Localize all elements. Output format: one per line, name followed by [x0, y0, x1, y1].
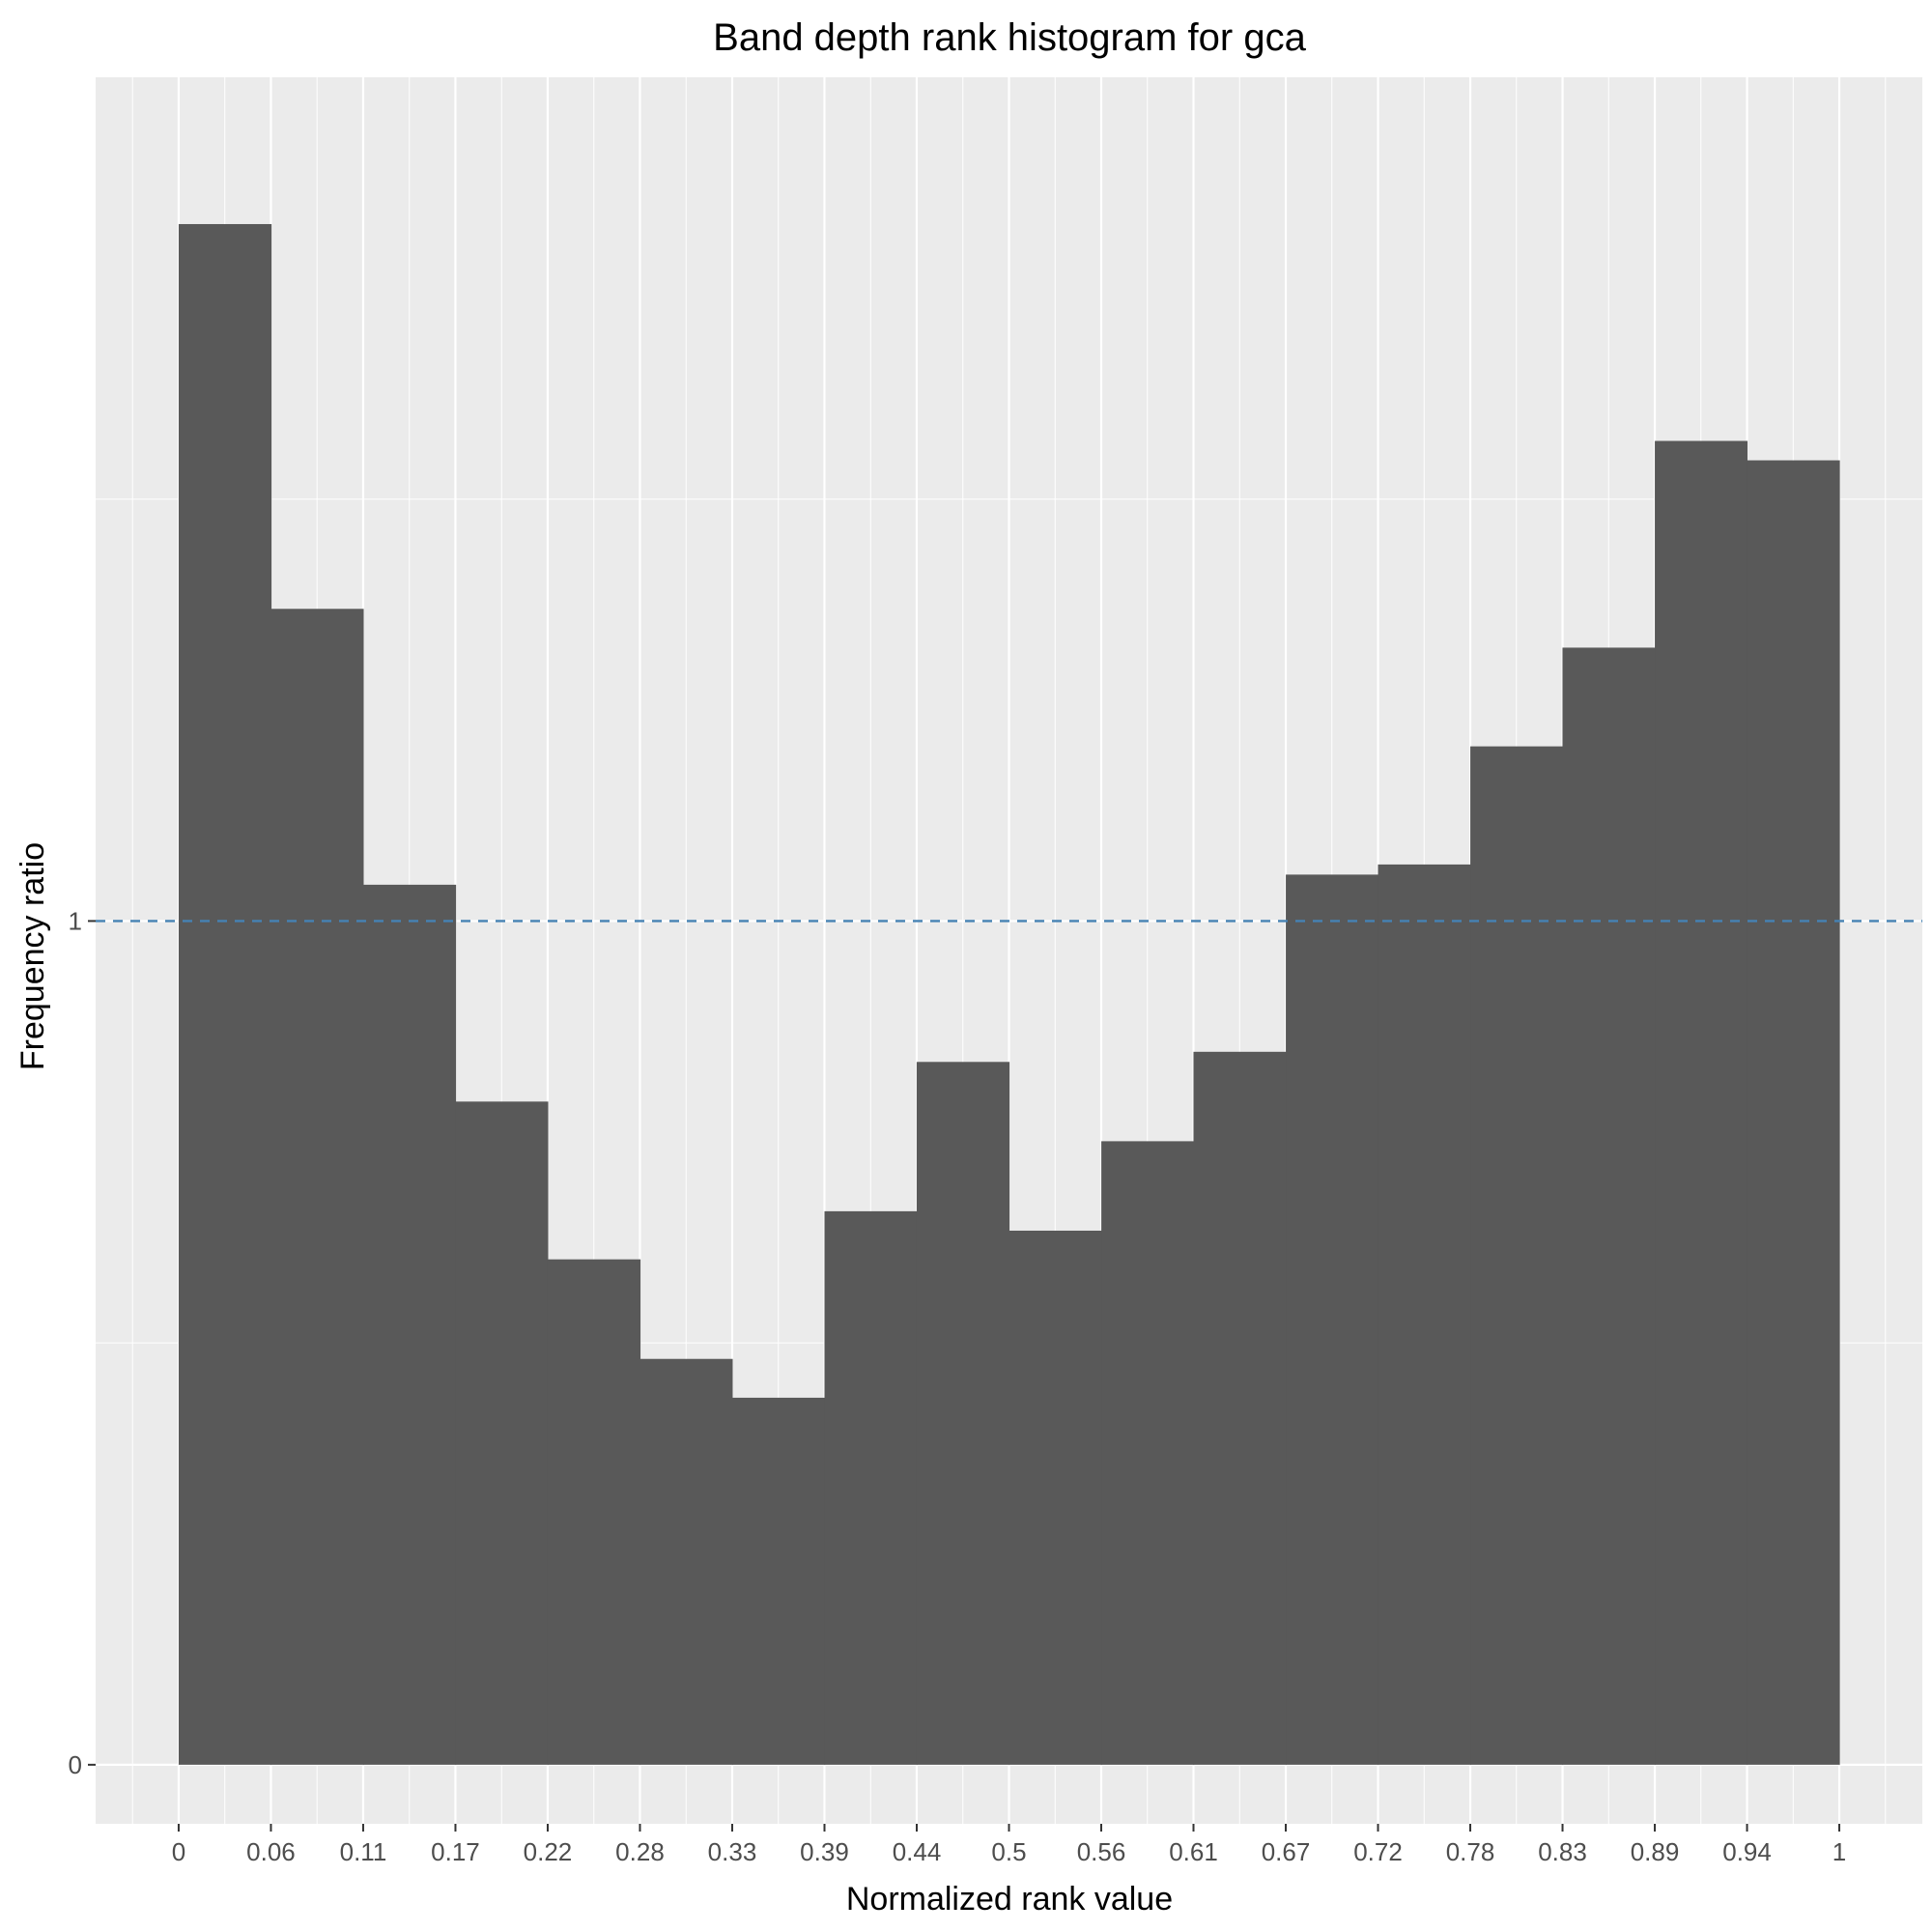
x-axis-ticks: 0 0.06 0.11 0.17 0.22 0.28 0.33 0.39 0.44 0.5 0.56…	[172, 1824, 1846, 1866]
x-tick-label: 0	[172, 1837, 185, 1866]
histogram-bar	[178, 223, 272, 1765]
histogram-bar	[1286, 874, 1379, 1765]
x-tick-label: 0.72	[1353, 1837, 1403, 1866]
y-axis-ticks: 01	[69, 906, 96, 1779]
histogram-bar	[1747, 460, 1840, 1765]
histogram-bar	[731, 1397, 826, 1765]
histogram-bar	[916, 1062, 1010, 1765]
x-tick-label: 0.67	[1262, 1837, 1311, 1866]
histogram-bar	[455, 1101, 549, 1765]
histogram-bar	[1470, 746, 1564, 1765]
x-axis-label: Normalized rank value	[846, 1881, 1173, 1918]
histogram-bar	[1655, 440, 1748, 1765]
histogram-bar	[1193, 1051, 1287, 1765]
histogram-bar	[824, 1210, 918, 1765]
x-tick-label: 0.11	[340, 1837, 387, 1866]
histogram-bar	[547, 1259, 641, 1765]
x-tick-label: 0.44	[893, 1837, 942, 1866]
y-tick-label: 1	[69, 906, 82, 935]
x-tick-label: 0.56	[1077, 1837, 1126, 1866]
x-tick-label: 0.89	[1631, 1837, 1680, 1866]
histogram-bar	[1378, 864, 1471, 1765]
histogram-bar	[1101, 1141, 1195, 1765]
histogram-bars	[178, 223, 1840, 1765]
histogram-bar	[1009, 1230, 1102, 1765]
x-tick-label: 0.78	[1446, 1837, 1495, 1866]
x-tick-label: 0.06	[246, 1837, 296, 1866]
x-tick-label: 0.5	[991, 1837, 1026, 1866]
x-tick-label: 0.61	[1169, 1837, 1218, 1866]
histogram-bar	[362, 884, 457, 1765]
x-tick-label: 0.83	[1538, 1837, 1587, 1866]
histogram-bar	[270, 609, 364, 1765]
x-tick-label: 0.22	[524, 1837, 573, 1866]
x-tick-label: 0.33	[708, 1837, 757, 1866]
chart-title: Band depth rank histogram for gca	[713, 16, 1306, 59]
x-tick-label: 0.17	[431, 1837, 480, 1866]
x-tick-label: 0.94	[1722, 1837, 1772, 1866]
x-tick-label: 1	[1833, 1837, 1846, 1866]
x-tick-label: 0.28	[615, 1837, 665, 1866]
histogram-bar	[1562, 647, 1656, 1765]
y-axis-label: Frequency ratio	[14, 842, 51, 1070]
y-tick-label: 0	[69, 1750, 82, 1779]
x-tick-label: 0.39	[800, 1837, 849, 1866]
histogram-bar	[639, 1358, 733, 1765]
